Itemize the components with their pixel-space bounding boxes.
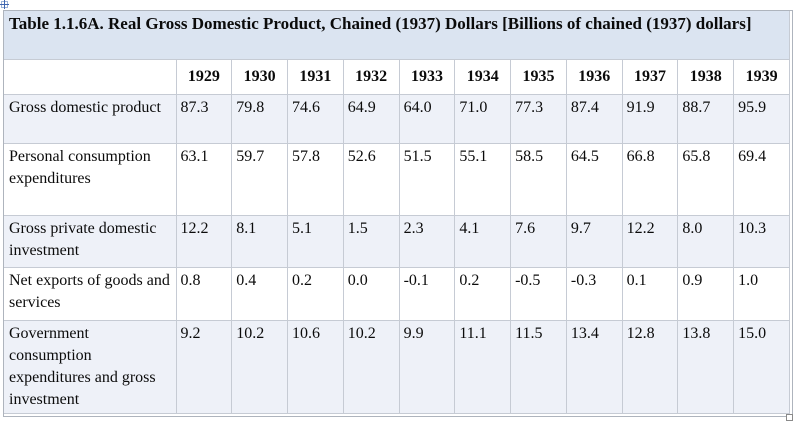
table-row: Gross domestic product 87.3 79.8 74.6 64.9 64… (4, 94, 790, 144)
value-cell: 0.9 (677, 267, 735, 321)
value-cell: 55.1 (454, 143, 512, 216)
value-cell: 10.2 (231, 320, 289, 414)
gdp-table: Table 1.1.6A. Real Gross Domestic Produc… (4, 11, 790, 414)
value-cell: 1.5 (343, 215, 400, 268)
value-cell: 15.0 (733, 320, 790, 414)
value-cell: 10.6 (287, 320, 344, 414)
row-label: Personal consumption expenditures (4, 143, 177, 216)
value-cell: 11.5 (510, 320, 567, 414)
year-header-cell: 1929 (176, 59, 233, 95)
value-cell: 0.2 (287, 267, 344, 321)
value-cell: 0.8 (176, 267, 233, 321)
table-row: Personal consumption expenditures 63.1 59.… (4, 143, 790, 216)
gdp-table-container: Table 1.1.6A. Real Gross Domestic Produc… (3, 10, 793, 417)
value-cell: 91.9 (622, 94, 679, 144)
value-cell: 66.8 (622, 143, 679, 216)
table-title: Table 1.1.6A. Real Gross Domestic Produc… (4, 11, 790, 60)
table-row: Net exports of goods and services 0.8 0.4 0… (4, 267, 790, 321)
table-title-row: Table 1.1.6A. Real Gross Domestic Produc… (4, 11, 790, 60)
value-cell: 0.2 (454, 267, 512, 321)
value-cell: 10.2 (343, 320, 400, 414)
year-header-cell: 1934 (454, 59, 512, 95)
value-cell: 13.4 (566, 320, 623, 414)
value-cell: 9.9 (399, 320, 456, 414)
year-header-row: 1929 1930 1931 1932 1933 1934 1935 1936 1937 1938… (4, 59, 790, 95)
value-cell: 0.4 (231, 267, 289, 321)
corner-cell (4, 59, 177, 95)
year-header-cell: 1938 (677, 59, 735, 95)
value-cell: 8.0 (677, 215, 735, 268)
value-cell: 10.3 (733, 215, 790, 268)
value-cell: 0.1 (622, 267, 679, 321)
value-cell: 12.2 (176, 215, 233, 268)
value-cell: 57.8 (287, 143, 344, 216)
value-cell: 9.7 (566, 215, 623, 268)
value-cell: 59.7 (231, 143, 289, 216)
table-row: Government consumption expenditures and … (4, 320, 790, 414)
value-cell: 64.9 (343, 94, 400, 144)
table-row: Gross private domestic investment 12.2 8.1… (4, 215, 790, 268)
year-header-cell: 1936 (566, 59, 623, 95)
value-cell: 65.8 (677, 143, 735, 216)
year-header-cell: 1933 (399, 59, 456, 95)
value-cell: 1.0 (733, 267, 790, 321)
value-cell: 9.2 (176, 320, 233, 414)
year-header-cell: 1935 (510, 59, 567, 95)
value-cell: 11.1 (454, 320, 512, 414)
move-handle-cross-horizontal (0, 4, 9, 5)
year-header-cell: 1931 (287, 59, 344, 95)
value-cell: 88.7 (677, 94, 735, 144)
year-header-cell: 1939 (733, 59, 790, 95)
value-cell: 12.2 (622, 215, 679, 268)
table-resize-handle[interactable] (786, 414, 793, 421)
value-cell: 64.5 (566, 143, 623, 216)
value-cell: 63.1 (176, 143, 233, 216)
value-cell: 95.9 (733, 94, 790, 144)
value-cell: -0.3 (566, 267, 623, 321)
year-header-cell: 1937 (622, 59, 679, 95)
year-header-cell: 1930 (231, 59, 289, 95)
value-cell: 2.3 (399, 215, 456, 268)
row-label: Government consumption expenditures and … (4, 320, 177, 414)
value-cell: 71.0 (454, 94, 512, 144)
value-cell: -0.1 (399, 267, 456, 321)
value-cell: 51.5 (399, 143, 456, 216)
value-cell: 0.0 (343, 267, 400, 321)
value-cell: 12.8 (622, 320, 679, 414)
table-body: Gross domestic product 87.3 79.8 74.6 64.9 64… (4, 94, 790, 414)
row-label: Gross domestic product (4, 94, 177, 144)
value-cell: 69.4 (733, 143, 790, 216)
row-label: Gross private domestic investment (4, 215, 177, 268)
value-cell: 74.6 (287, 94, 344, 144)
value-cell: 7.6 (510, 215, 567, 268)
value-cell: 13.8 (677, 320, 735, 414)
value-cell: 77.3 (510, 94, 567, 144)
row-label: Net exports of goods and services (4, 267, 177, 321)
value-cell: 87.3 (176, 94, 233, 144)
value-cell: 5.1 (287, 215, 344, 268)
value-cell: 52.6 (343, 143, 400, 216)
value-cell: 64.0 (399, 94, 456, 144)
value-cell: 4.1 (454, 215, 512, 268)
value-cell: 8.1 (231, 215, 289, 268)
table-move-handle-icon[interactable] (0, 0, 9, 9)
value-cell: -0.5 (510, 267, 567, 321)
year-header-cell: 1932 (343, 59, 400, 95)
value-cell: 87.4 (566, 94, 623, 144)
value-cell: 79.8 (231, 94, 289, 144)
value-cell: 58.5 (510, 143, 567, 216)
